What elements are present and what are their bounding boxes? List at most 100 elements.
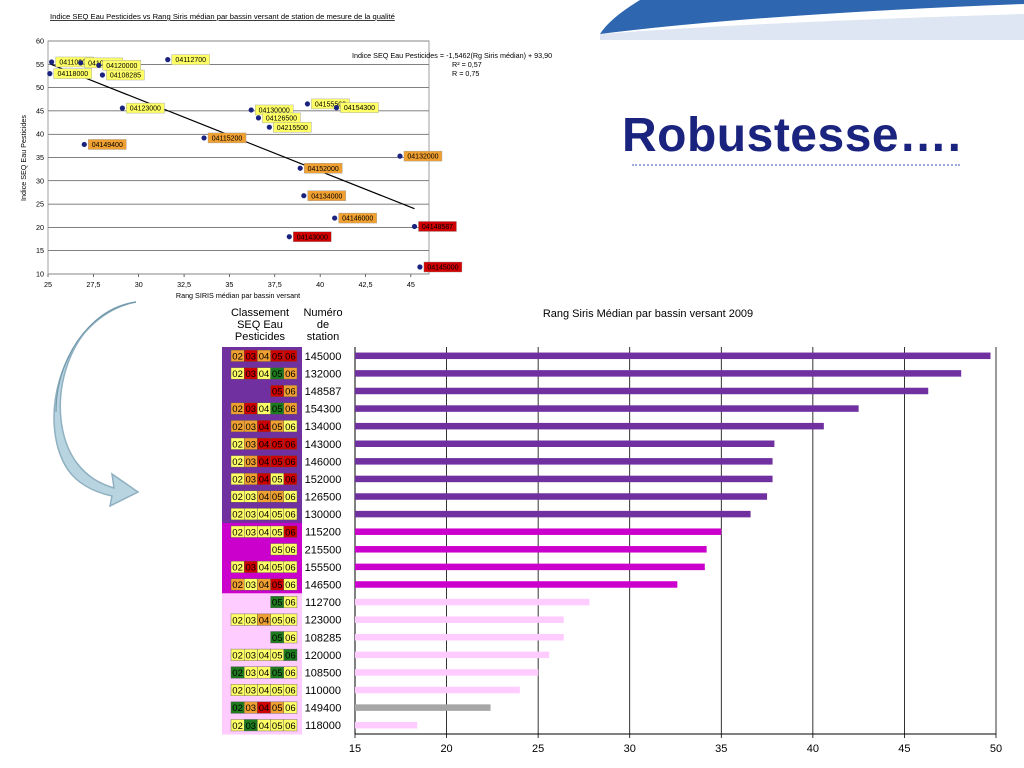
ranking-badge-label: 05 <box>272 668 283 679</box>
ranking-badge-label: 05 <box>272 404 283 415</box>
ranking-badge-label: 03 <box>246 721 257 732</box>
ranking-badge-label: 06 <box>285 580 296 591</box>
ranking-badge-label: 04 <box>259 668 270 679</box>
station-number: 123000 <box>305 615 342 627</box>
bar-row: 02 03 04 05 06 126500 <box>230 490 768 504</box>
ranking-badge-label: 03 <box>246 527 257 538</box>
scatter-x-tick-label: 42,5 <box>359 280 373 289</box>
ranking-badge-label: 05 <box>272 562 283 573</box>
bar-row: 02 03 04 05 06 134000 <box>230 420 824 433</box>
ranking-badge-label: 02 <box>232 475 243 486</box>
ranking-badge-label: 03 <box>246 686 257 697</box>
ranking-badge-label: 02 <box>232 703 243 714</box>
bar-row: 02 03 04 05 06 110000 <box>230 684 520 697</box>
station-number: 149400 <box>305 703 342 715</box>
ranking-badge-label: 02 <box>232 615 243 626</box>
station-number: 146000 <box>305 456 342 468</box>
scatter-point-label-box <box>340 102 379 113</box>
ranking-header-line-3: Pesticides <box>235 331 286 343</box>
station-header-line-3: station <box>307 331 339 343</box>
scatter-point-label-box <box>171 54 210 65</box>
ranking-badge-label: 05 <box>272 439 283 450</box>
ranking-badge-label: 06 <box>285 387 296 398</box>
scatter-point-label: 04126500 <box>266 115 297 122</box>
ranking-badge-label: 02 <box>232 439 243 450</box>
bar-x-tick-label: 45 <box>898 743 910 755</box>
scatter-point <box>201 135 207 141</box>
ranking-badge-label: 02 <box>232 510 243 521</box>
ranking-badge-label: 05 <box>272 545 283 556</box>
scatter-point-label: 04152000 <box>308 166 339 173</box>
scatter-chart: Indice SEQ Eau Pesticides vs Rang Siris … <box>19 12 552 300</box>
ranking-badge-label: 05 <box>272 492 283 503</box>
ranking-badge <box>283 719 298 732</box>
ranking-badge <box>283 402 298 415</box>
scatter-point-label: 04154300 <box>344 105 375 112</box>
bar <box>355 721 418 729</box>
scatter-point <box>417 264 423 270</box>
station-number: 108285 <box>305 632 342 644</box>
ranking-badge-label: 04 <box>259 404 270 415</box>
ranking-badge-label: 05 <box>272 703 283 714</box>
ranking-badge <box>283 455 298 468</box>
ranking-badge-label: 03 <box>246 404 257 415</box>
scatter-y-tick-label: 35 <box>36 153 44 162</box>
ranking-badge-label: 06 <box>285 527 296 538</box>
ranking-header-line-2: SEQ Eau <box>237 319 283 331</box>
bar-x-tick-label: 50 <box>990 743 1002 755</box>
ranking-badge-label: 04 <box>259 510 270 521</box>
ranking-badge-label: 06 <box>285 369 296 380</box>
scatter-x-tick-label: 30 <box>135 280 143 289</box>
scatter-point <box>301 193 307 199</box>
scatter-point-label: 04143000 <box>297 234 328 241</box>
ranking-badge <box>283 385 298 397</box>
scatter-equation: Indice SEQ Eau Pesticides = -1,5462(Rg S… <box>352 51 552 60</box>
ranking-badge-label: 03 <box>246 492 257 503</box>
ranking-badge-label: 04 <box>259 422 270 433</box>
scatter-y-tick-label: 45 <box>36 106 44 115</box>
bar <box>355 387 929 395</box>
ranking-badge-label: 05 <box>272 686 283 697</box>
scatter-point-label: 04145000 <box>427 265 458 272</box>
bar-row: 05 06 112700 <box>270 596 590 609</box>
ranking-badge-label: 04 <box>259 650 270 661</box>
scatter-point <box>333 105 340 111</box>
ranking-badge-label: 03 <box>246 457 257 468</box>
station-number: 155500 <box>305 562 342 574</box>
bar-row: 02 03 04 05 06 154300 <box>230 402 859 416</box>
ranking-badge-label: 05 <box>272 422 283 433</box>
bar-x-tick-label: 40 <box>807 743 819 755</box>
bar-chart: Classement SEQ Eau Pesticides Numéro de … <box>222 307 1002 755</box>
bar-row: 02 03 04 05 06 115200 <box>230 525 722 539</box>
scatter-point-label-box <box>307 190 347 201</box>
station-number: 120000 <box>305 650 342 662</box>
bar <box>355 686 520 694</box>
ranking-badge-label: 04 <box>259 527 270 538</box>
scatter-point <box>397 153 403 159</box>
scatter-x-tick-label: 27,5 <box>86 280 100 289</box>
scatter-point-label: 04118000 <box>58 71 89 78</box>
scatter-y-tick-label: 60 <box>36 37 44 46</box>
ranking-badge-label: 06 <box>285 721 296 732</box>
station-number: 132000 <box>305 368 342 380</box>
scatter-point-label-box <box>126 102 165 114</box>
ranking-badge-label: 06 <box>285 457 296 468</box>
scatter-y-tick-label: 40 <box>36 130 44 139</box>
bar-row: 05 06 108285 <box>270 631 564 644</box>
bar-row: 05 06 215500 <box>270 543 707 556</box>
curved-arrow-icon <box>53 301 140 507</box>
scatter-point-label-box <box>88 139 127 150</box>
station-header: Numéro de station <box>303 307 342 343</box>
scatter-y-label: Indice SEQ Eau Pesticides <box>19 115 28 201</box>
scatter-point-label-box <box>418 221 457 232</box>
bar <box>355 563 705 571</box>
bar-x-tick-label: 35 <box>715 743 727 755</box>
scatter-point-label: 04146000 <box>342 216 373 223</box>
station-header-line-1: Numéro <box>303 307 342 319</box>
scatter-point <box>47 71 53 77</box>
station-number: 134000 <box>305 421 342 433</box>
ranking-badge-label: 04 <box>259 615 270 626</box>
ranking-badge-label: 04 <box>259 580 270 591</box>
scatter-point-label: 04130000 <box>259 108 290 115</box>
